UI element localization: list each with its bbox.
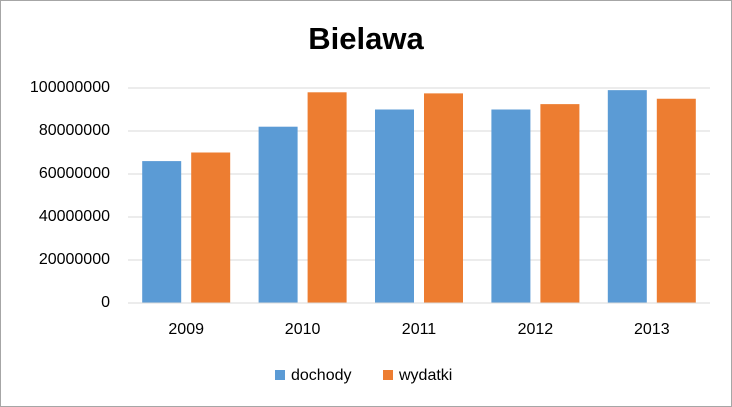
bar bbox=[258, 126, 298, 303]
bar bbox=[191, 152, 231, 303]
y-tick-label: 80000000 bbox=[39, 122, 110, 139]
y-tick-label: 60000000 bbox=[39, 165, 110, 182]
bar bbox=[375, 109, 414, 303]
bar bbox=[491, 109, 531, 303]
y-tick-label: 40000000 bbox=[39, 208, 110, 225]
y-tick-label: 20000000 bbox=[39, 251, 110, 268]
bar bbox=[424, 93, 463, 303]
bar bbox=[656, 98, 696, 303]
y-tick-label: 100000000 bbox=[30, 79, 110, 96]
legend-swatch bbox=[383, 370, 393, 380]
bar bbox=[307, 92, 347, 303]
legend-label: dochody bbox=[291, 367, 352, 384]
bar bbox=[142, 161, 182, 303]
x-tick-label: 2009 bbox=[168, 321, 204, 338]
legend-swatch bbox=[275, 370, 285, 380]
legend-label: wydatki bbox=[398, 367, 452, 384]
x-tick-label: 2010 bbox=[285, 321, 321, 338]
chart-title: Bielawa bbox=[308, 21, 424, 56]
y-tick-label: 0 bbox=[101, 294, 110, 311]
bar bbox=[540, 104, 580, 303]
bar bbox=[607, 90, 647, 304]
x-tick-label: 2012 bbox=[518, 321, 554, 338]
x-tick-label: 2013 bbox=[634, 321, 670, 338]
x-tick-label: 2011 bbox=[402, 321, 437, 338]
